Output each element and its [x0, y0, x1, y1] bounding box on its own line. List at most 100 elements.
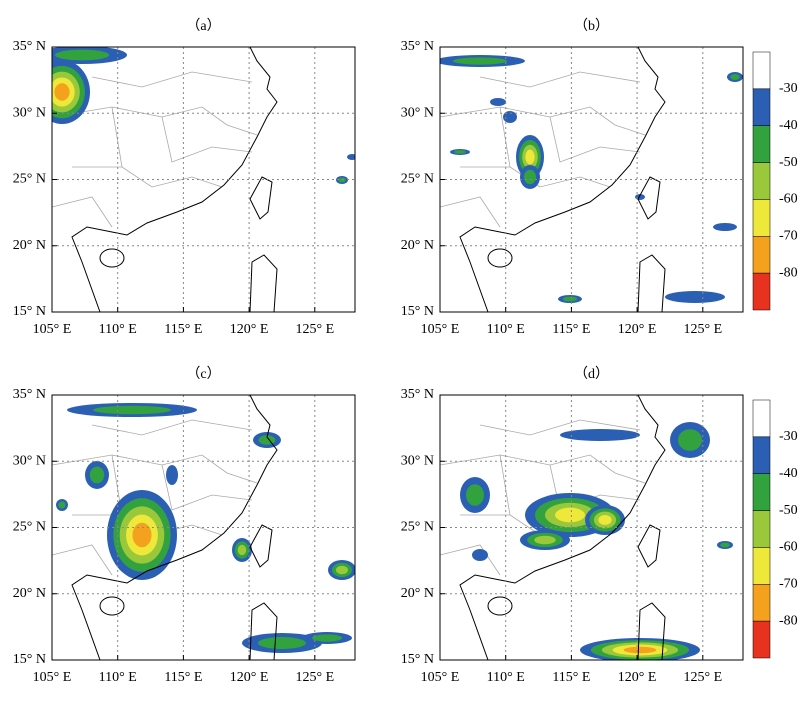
panel: （a） 105° E 110° E 115° E 120° E 125° E 35° N 30… [13, 18, 356, 337]
colorbar: -30 -40 -50 -60 -70 -80 [752, 399, 798, 659]
x-tick-label: 120° E [618, 322, 657, 337]
province-border [479, 419, 641, 436]
cloud-area [237, 544, 247, 556]
province-border [52, 544, 113, 576]
island [637, 254, 666, 312]
cloud-area [713, 223, 737, 231]
panel: （b） 105° E 110° E 115° E 120° E 125° E 35° N 30… [401, 18, 798, 337]
island [99, 248, 125, 268]
province-border [499, 106, 611, 188]
province-border [479, 71, 641, 88]
y-tick-label: 20° N [13, 238, 46, 253]
colorbar-segment [752, 584, 771, 622]
y-tick-label: 30° N [13, 453, 46, 468]
province-border [52, 106, 258, 136]
province-border [161, 464, 253, 511]
y-tick-label: 25° N [401, 520, 434, 535]
cloud-area [525, 149, 535, 165]
island [99, 596, 125, 616]
x-tick-label: 115° E [552, 322, 590, 337]
x-tick-label: 105° E [33, 670, 72, 685]
cloud-area [336, 565, 348, 575]
cloud-area [258, 637, 306, 649]
cloud-area [503, 111, 517, 123]
colorbar: -30 -40 -50 -60 -70 -80 [752, 51, 798, 311]
coastline [459, 47, 666, 312]
y-tick-label: 20° N [13, 586, 46, 601]
x-tick-label: 125° E [683, 670, 722, 685]
x-tick-label: 120° E [618, 670, 657, 685]
cloud-area [466, 484, 484, 506]
colorbar-segment [752, 547, 771, 585]
cloud-area [665, 291, 725, 303]
cloud-area [132, 522, 152, 548]
colorbar-label: -80 [779, 265, 798, 280]
province-border [91, 71, 253, 88]
x-tick-label: 110° E [487, 322, 525, 337]
colorbar-label: -40 [779, 466, 798, 481]
x-tick-label: 115° E [164, 670, 202, 685]
map [440, 395, 743, 660]
cloud-area [555, 507, 585, 523]
colorbar-segment [752, 199, 771, 237]
province-border [161, 116, 253, 163]
x-tick-label: 115° E [552, 670, 590, 685]
province-border [440, 196, 501, 228]
island [637, 602, 666, 660]
province-border [549, 116, 641, 163]
cloud-area [678, 429, 702, 451]
province-border [440, 454, 646, 484]
coastline [71, 395, 278, 660]
x-tick-label: 105° E [421, 322, 460, 337]
colorbar-label: -60 [779, 192, 798, 207]
cloud-area [598, 515, 612, 525]
y-tick-label: 20° N [401, 586, 434, 601]
colorbar-label: -70 [779, 229, 798, 244]
y-tick-label: 30° N [401, 105, 434, 120]
colorbar-label: -70 [779, 577, 798, 592]
y-tick-label: 15° N [401, 304, 434, 319]
province-border [91, 419, 253, 436]
y-tick-label: 20° N [401, 238, 434, 253]
colorbar-segment [752, 162, 771, 200]
y-tick-label: 25° N [13, 520, 46, 535]
cloud-area [534, 535, 556, 545]
y-tick-label: 30° N [401, 453, 434, 468]
cloud-area [89, 466, 105, 484]
province-border [440, 106, 646, 136]
colorbar-segment [752, 473, 771, 511]
panel-label: （d） [574, 366, 609, 382]
panel: （d） 105° E 110° E 115° E 120° E 125° E 35° N 30… [401, 366, 798, 685]
colorbar-label: -80 [779, 613, 798, 628]
island [487, 248, 513, 268]
province-border [52, 454, 258, 484]
coastline [459, 395, 666, 660]
cloud-area [454, 150, 466, 154]
y-tick-label: 15° N [401, 652, 434, 667]
x-tick-label: 105° E [421, 670, 460, 685]
y-tick-label: 25° N [13, 172, 46, 187]
colorbar-segment [752, 272, 771, 311]
island [249, 524, 273, 568]
x-tick-label: 120° E [230, 670, 269, 685]
cloud-area [58, 501, 66, 509]
x-tick-label: 105° E [33, 322, 72, 337]
x-tick-label: 110° E [99, 670, 137, 685]
colorbar-segment [752, 51, 771, 90]
colorbar-label: -60 [779, 540, 798, 555]
province-border [111, 106, 223, 188]
panel-label: （b） [574, 18, 609, 34]
x-tick-label: 120° E [230, 322, 269, 337]
x-tick-label: 125° E [295, 670, 334, 685]
cloud-area [562, 296, 578, 302]
y-tick-label: 30° N [13, 105, 46, 120]
colorbar-label: -30 [779, 429, 798, 444]
y-tick-label: 35° N [13, 387, 46, 402]
y-tick-label: 25° N [401, 172, 434, 187]
colorbar-segment [752, 436, 771, 474]
cloud-area [623, 646, 657, 654]
colorbar-label: -30 [779, 81, 798, 96]
panel: （c） 105° E 110° E 115° E 120° E 125° E 35° N 30… [13, 366, 356, 685]
y-tick-label: 35° N [401, 387, 434, 402]
